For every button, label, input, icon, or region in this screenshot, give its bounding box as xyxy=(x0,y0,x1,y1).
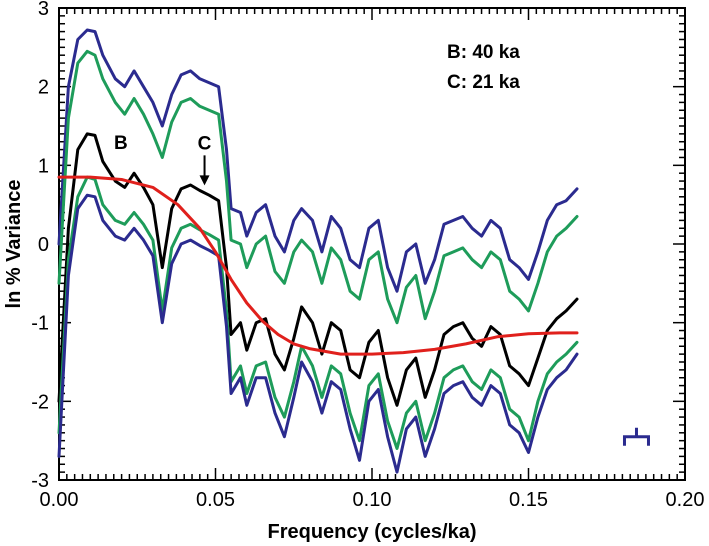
x-tick-label: 0.00 xyxy=(40,489,79,511)
y-tick-label: -1 xyxy=(31,313,49,335)
annotation-layer: B C B: 40 ka C: 21 ka xyxy=(114,42,520,186)
ci80-upper-line xyxy=(57,49,579,325)
annotation-arrowhead-c xyxy=(199,175,210,186)
spectrum-line xyxy=(57,132,579,407)
y-tick-label: 0 xyxy=(38,234,49,256)
x-tick-label: 0.15 xyxy=(509,489,548,511)
bandwidth-marker xyxy=(622,427,650,446)
legend-entry-b: B: 40 ka xyxy=(447,42,520,63)
red-noise-line xyxy=(57,175,579,356)
annotation-label-c: C xyxy=(198,133,212,154)
x-tick-label: 0.10 xyxy=(353,489,392,511)
y-tick-label: -2 xyxy=(31,391,49,413)
y-tick-label: 3 xyxy=(38,0,49,20)
x-axis-title: Frequency (cycles/ka) xyxy=(268,521,477,543)
series-layer xyxy=(57,28,650,474)
y-axis-title: ln % Variance xyxy=(3,180,25,309)
ci80-lower-line xyxy=(57,175,579,450)
y-tick-label: 1 xyxy=(38,155,49,177)
x-tick-label: 0.20 xyxy=(666,489,705,511)
x-tick-label: 0.05 xyxy=(196,489,235,511)
annotation-label-b: B xyxy=(114,133,128,154)
ci95-lower-line xyxy=(57,193,579,474)
ci95-upper-line xyxy=(57,28,579,293)
y-tick-label: 2 xyxy=(38,77,49,99)
y-tick-label: -3 xyxy=(31,470,49,492)
legend-entry-c: C: 21 ka xyxy=(447,72,520,93)
